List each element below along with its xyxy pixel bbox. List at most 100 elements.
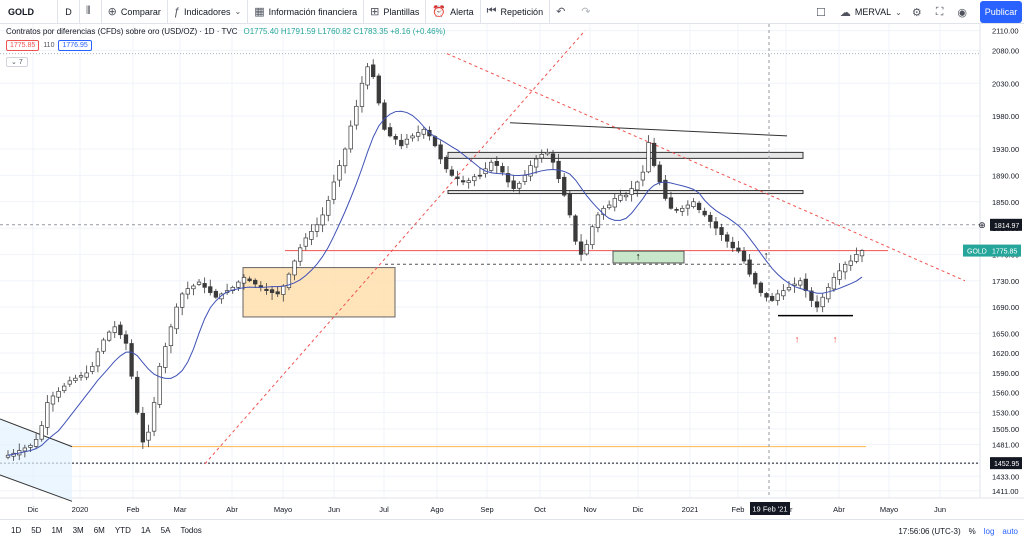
range-1a[interactable]: 1A bbox=[140, 526, 151, 535]
trendline-top[interactable] bbox=[509, 122, 788, 137]
candle-body bbox=[191, 285, 196, 290]
candle-body bbox=[595, 214, 601, 228]
range-ytd[interactable]: YTD bbox=[114, 526, 131, 535]
candle-body bbox=[135, 376, 140, 413]
candle-body bbox=[241, 277, 247, 284]
range-box[interactable] bbox=[242, 267, 396, 318]
range-6m[interactable]: 6M bbox=[93, 526, 105, 535]
y-tick-label: 1930.00 bbox=[992, 145, 1019, 154]
price-chart[interactable]: ↑ ↑ ↑ ↑ 2110.00 2080.00 2030.00 1980.00 1930.00 1… bbox=[0, 24, 1024, 519]
alert-label: Alerta bbox=[450, 6, 474, 17]
candle-body bbox=[511, 180, 516, 189]
candle-body bbox=[820, 296, 825, 308]
candle-body bbox=[533, 158, 539, 168]
candle-body bbox=[444, 157, 449, 170]
layout-button[interactable]: ☐ bbox=[811, 0, 835, 24]
x-tick-label: Oct bbox=[534, 505, 547, 514]
range-1d[interactable]: 1D bbox=[11, 526, 22, 535]
trendline-support[interactable] bbox=[204, 30, 586, 465]
range-todos[interactable]: Todos bbox=[180, 526, 202, 535]
candle-body bbox=[472, 176, 477, 182]
resistance-zone-lower[interactable] bbox=[447, 190, 804, 195]
replay-icon: ⏮ bbox=[486, 5, 497, 17]
candle-body bbox=[517, 182, 522, 189]
add-alert-icon[interactable]: ⊕ bbox=[978, 220, 986, 230]
alert-button[interactable]: ⏰ Alerta bbox=[426, 0, 481, 24]
layout-name-button[interactable]: ☁ MERVAL ⌄ bbox=[835, 0, 907, 24]
candle-body bbox=[421, 128, 426, 135]
channel-bottom-line[interactable] bbox=[0, 474, 73, 502]
range-5d[interactable]: 5D bbox=[31, 526, 42, 535]
x-tick-label: Jun bbox=[328, 505, 340, 514]
range-5a[interactable]: 5A bbox=[160, 526, 171, 535]
candle-body bbox=[842, 263, 848, 273]
candle-body bbox=[337, 165, 342, 181]
candle-body bbox=[298, 247, 303, 262]
resistance-zone-upper[interactable] bbox=[447, 151, 804, 159]
compare-button[interactable]: ⊕ Comparar bbox=[102, 0, 168, 24]
legend-ohlc: O1775.40 H1791.59 L1760.82 C1783.35 +8.1… bbox=[243, 27, 446, 36]
x-tick-label: Dic bbox=[633, 505, 644, 514]
layout-name: MERVAL bbox=[854, 7, 892, 17]
candle-body bbox=[646, 142, 651, 173]
up-arrow-icon: ↑ bbox=[833, 335, 838, 346]
trendline-resistance[interactable] bbox=[446, 53, 966, 282]
symbol-search-button[interactable]: GOLD bbox=[0, 0, 58, 24]
redo-button[interactable]: ↷ bbox=[575, 0, 600, 24]
chart-type-button[interactable]: ⫴ bbox=[80, 0, 102, 24]
candle-body bbox=[292, 260, 297, 276]
candle-body bbox=[404, 138, 410, 145]
y-tick-label: 1411.00 bbox=[992, 487, 1019, 496]
channel-top-line[interactable] bbox=[0, 418, 73, 448]
candle-body bbox=[713, 221, 719, 229]
replay-button[interactable]: ⏮ Repetición bbox=[481, 0, 551, 24]
candle-body bbox=[174, 306, 179, 330]
publish-button[interactable]: Publicar bbox=[980, 1, 1022, 23]
range-1m[interactable]: 1M bbox=[51, 526, 63, 535]
candle-body bbox=[758, 282, 764, 293]
last-price-symbol: GOLD bbox=[967, 249, 987, 256]
candle-body bbox=[854, 254, 859, 262]
toolbar-right: ☐ ☁ MERVAL ⌄ ⚙ ⛶ ◉ bbox=[811, 0, 976, 24]
candle-body bbox=[84, 372, 89, 378]
range-3m[interactable]: 3M bbox=[72, 526, 84, 535]
candle-body bbox=[202, 283, 207, 288]
price-label-level: 1452.95 bbox=[994, 461, 1019, 468]
candle-body bbox=[73, 377, 78, 381]
candle-body bbox=[680, 207, 685, 212]
screenshot-button[interactable]: ◉ bbox=[952, 0, 976, 24]
interval-button[interactable]: D bbox=[58, 0, 80, 24]
up-arrow-icon: ↑ bbox=[795, 335, 800, 346]
auto-toggle[interactable]: auto bbox=[1002, 526, 1018, 536]
undo-button[interactable]: ↶ bbox=[550, 0, 575, 24]
candle-body bbox=[747, 259, 752, 275]
y-tick-label: 1590.00 bbox=[992, 369, 1019, 378]
templates-button[interactable]: ⊞ Plantillas bbox=[364, 0, 427, 24]
candle-body bbox=[685, 204, 690, 209]
up-arrow-icon: ↑ bbox=[764, 250, 769, 261]
candle-body bbox=[775, 293, 780, 301]
candle-body bbox=[438, 144, 443, 160]
candle-body bbox=[460, 180, 466, 183]
indicators-toggle[interactable]: ⌄ 7 bbox=[6, 57, 28, 67]
buy-price-button[interactable]: 1776.95 bbox=[58, 40, 92, 51]
fullscreen-button[interactable]: ⛶ bbox=[931, 0, 953, 24]
candle-body bbox=[803, 278, 808, 291]
candle-body bbox=[123, 334, 129, 344]
candle-body bbox=[78, 375, 84, 378]
candle-body bbox=[623, 194, 629, 198]
top-toolbar: GOLD D ⫴ ⊕ Comparar ƒ Indicadores ⌄ ▦ Inform… bbox=[0, 0, 1024, 24]
sell-price-button[interactable]: 1775.85 bbox=[6, 40, 40, 51]
percent-toggle[interactable]: % bbox=[968, 526, 976, 536]
candle-body bbox=[764, 293, 769, 298]
support-zone-box[interactable] bbox=[612, 250, 685, 264]
log-toggle[interactable]: log bbox=[983, 526, 995, 536]
candle-body bbox=[118, 324, 123, 336]
x-tick-label: 2020 bbox=[72, 505, 89, 514]
financials-button[interactable]: ▦ Información financiera bbox=[248, 0, 365, 24]
candle-body bbox=[567, 193, 572, 216]
indicators-button[interactable]: ƒ Indicadores ⌄ bbox=[168, 0, 249, 24]
candle-body bbox=[365, 66, 370, 86]
moving-average-line[interactable] bbox=[7, 110, 863, 456]
settings-button[interactable]: ⚙ bbox=[907, 0, 931, 24]
